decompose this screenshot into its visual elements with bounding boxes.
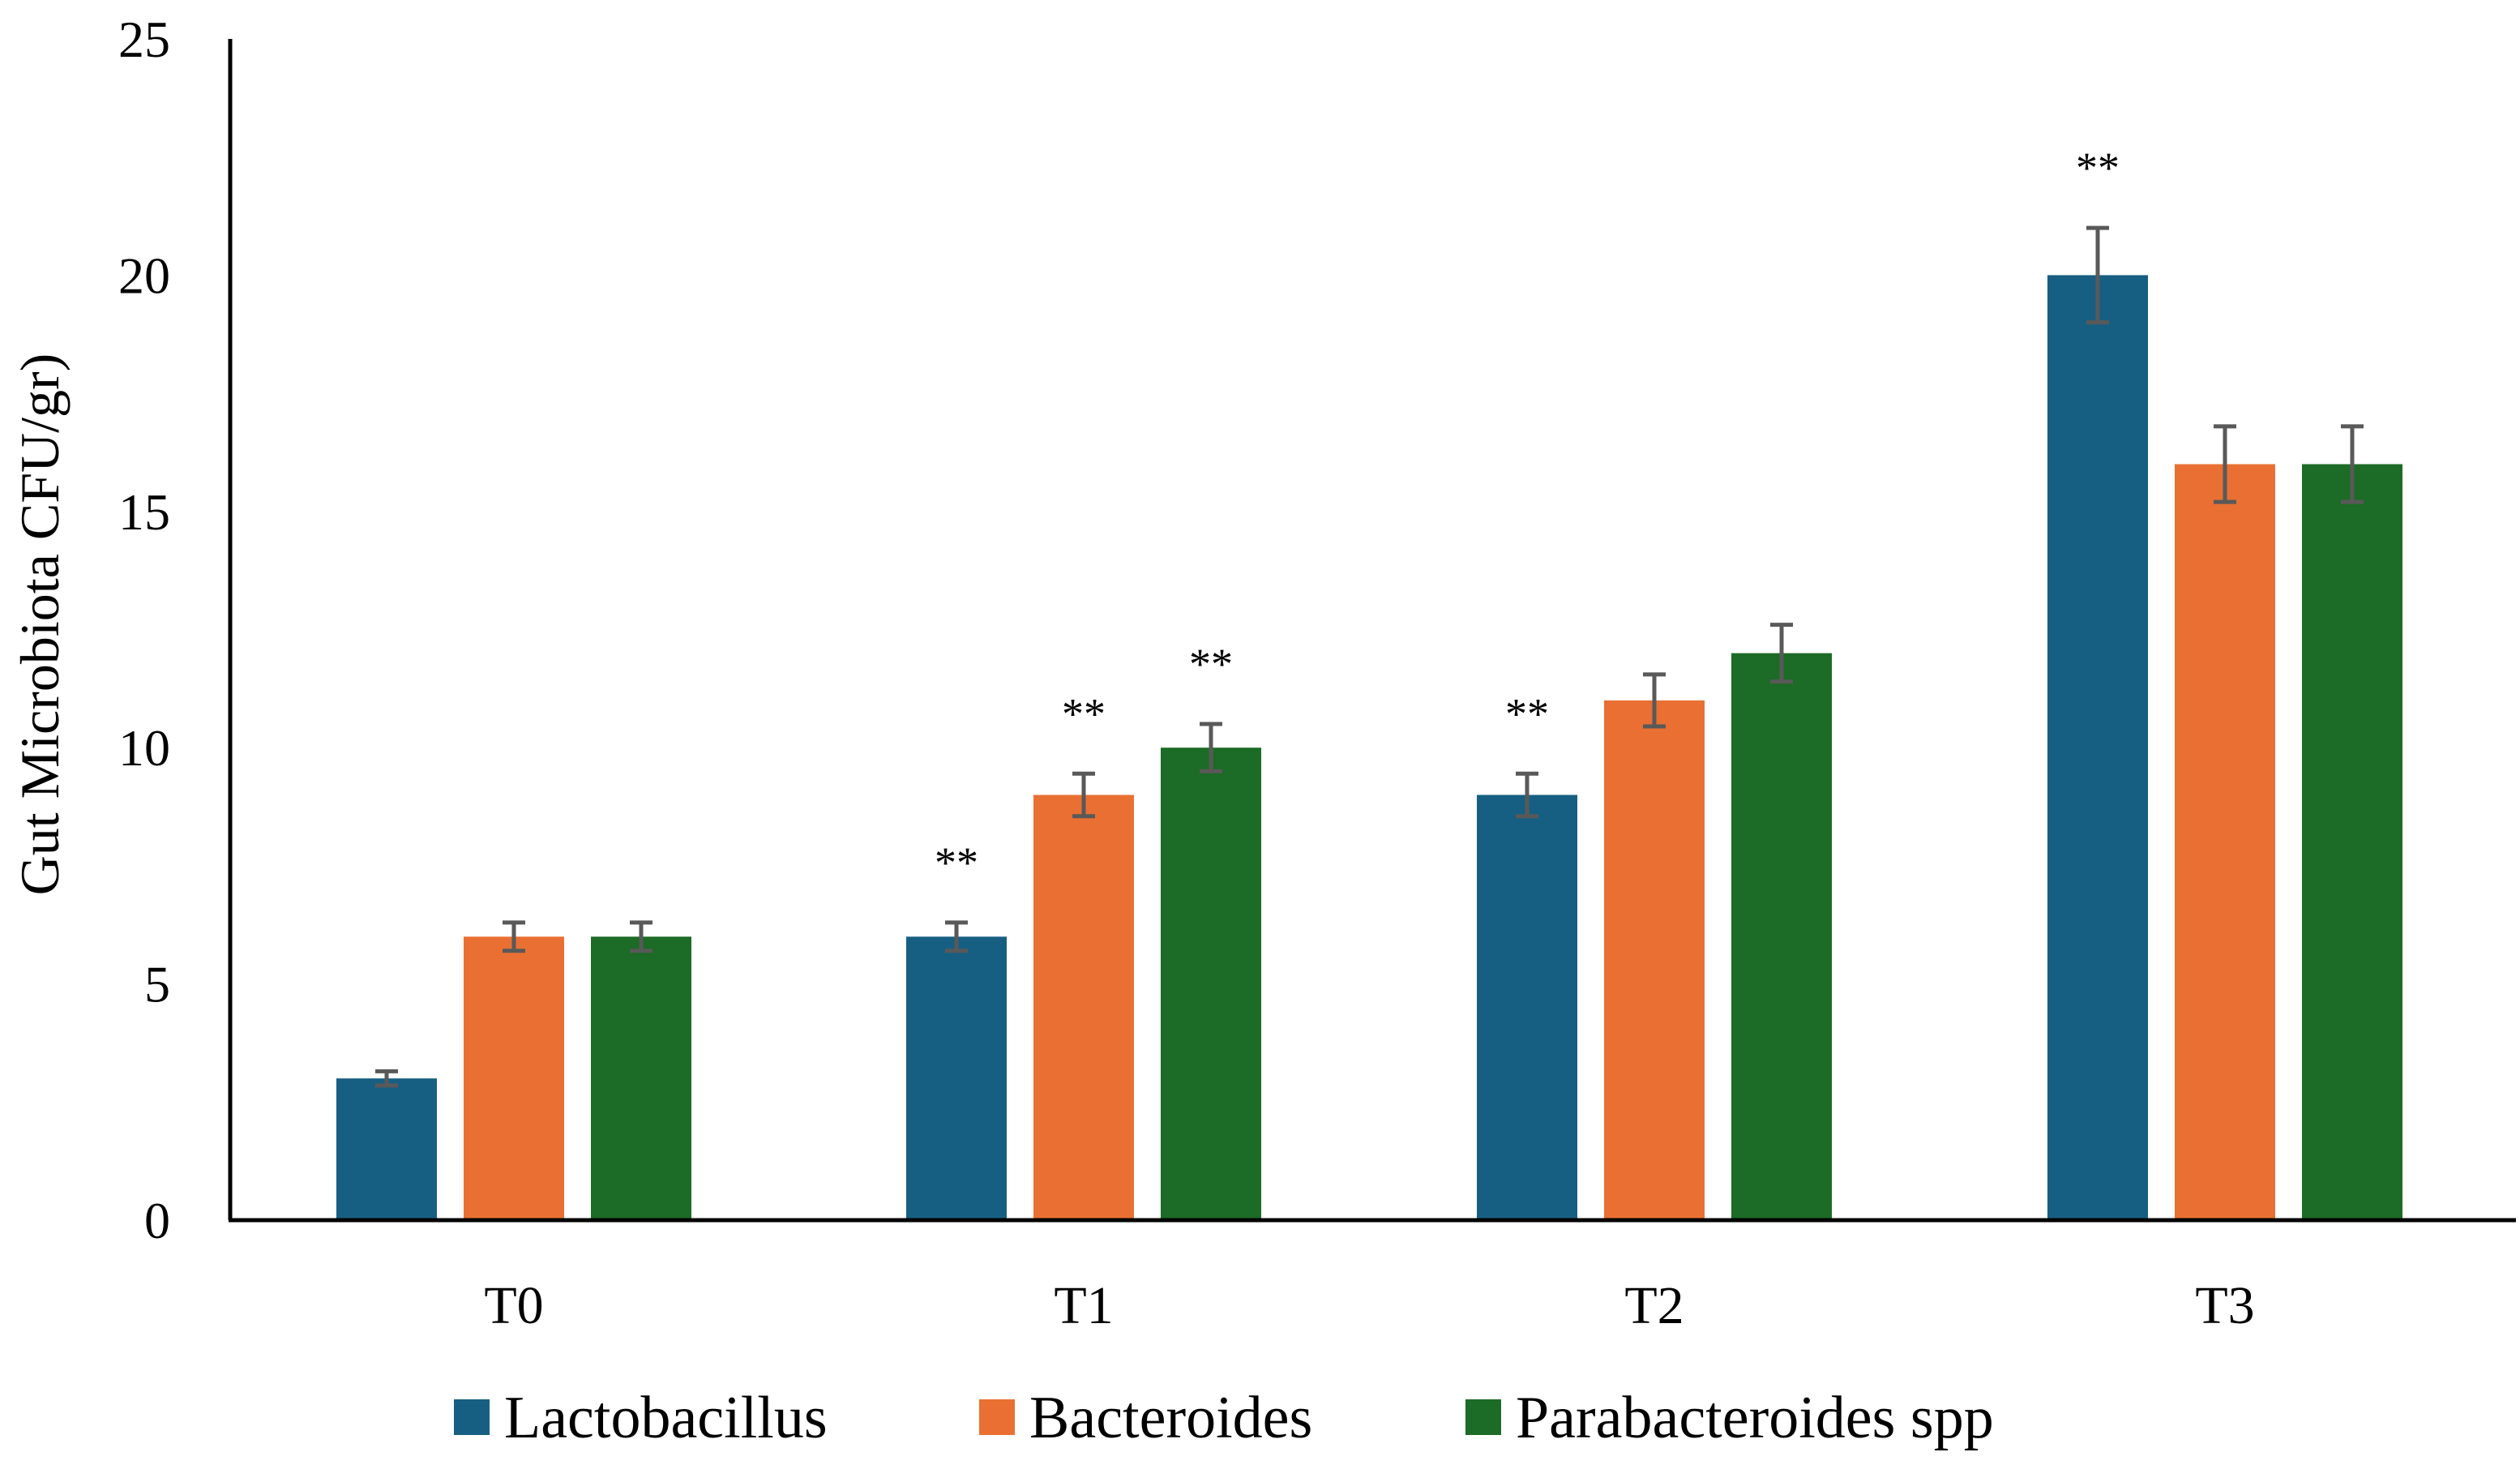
significance-markers: ** ** ** ** ** (935, 144, 2120, 887)
bars (336, 275, 2402, 1220)
error-bar (2086, 225, 2109, 325)
y-tick-label: 0 (144, 1192, 170, 1249)
error-bar (1200, 722, 1222, 773)
bar-bacteroides-t1 (1033, 795, 1134, 1220)
bar-parabacteroides-spp-t1 (1161, 747, 1261, 1220)
y-axis-label: Gut Microbiota CFU/gr) (9, 353, 71, 896)
legend-item: Lactobacillus (454, 1385, 828, 1451)
bar-parabacteroides-spp-t2 (1731, 653, 1832, 1220)
bar-bacteroides-t2 (1604, 700, 1705, 1220)
x-category-label: T2 (1624, 1276, 1684, 1335)
bar-lactobacillus-t3 (2047, 275, 2148, 1220)
legend-item: Parabacteroides spp (1465, 1385, 1994, 1451)
bar-bacteroides-t3 (2175, 464, 2275, 1220)
bar-lactobacillus-t1 (906, 936, 1007, 1220)
bar-lactobacillus-t2 (1477, 795, 1577, 1220)
error-bar (1770, 623, 1793, 684)
error-bar (1072, 771, 1095, 819)
bar-parabacteroides-spp-t3 (2302, 464, 2402, 1220)
legend-label: Bacteroides (1029, 1385, 1312, 1451)
legend-label: Lactobacillus (504, 1385, 828, 1451)
y-tick-label: 20 (118, 246, 170, 304)
legend-swatch (454, 1399, 490, 1435)
x-axis-categories: T0 T1 T2 T3 (484, 1276, 2254, 1335)
error-bar (630, 920, 652, 953)
significance-marker: ** (1062, 689, 1106, 738)
significance-marker: ** (1189, 640, 1233, 688)
error-bars (375, 225, 2364, 1088)
error-bar (2341, 424, 2364, 504)
y-tick-label: 25 (118, 11, 170, 68)
significance-marker: ** (935, 838, 978, 887)
bar-bacteroides-t0 (464, 936, 564, 1220)
x-category-label: T0 (484, 1276, 543, 1335)
significance-marker: ** (2076, 144, 2120, 192)
legend: Lactobacillus Bacteroides Parabacteroides … (454, 1385, 1994, 1451)
bar-lactobacillus-t0 (336, 1078, 437, 1220)
x-category-label: T1 (1054, 1276, 1113, 1335)
legend-item: Bacteroides (979, 1385, 1312, 1451)
legend-swatch (979, 1399, 1015, 1435)
y-tick-label: 15 (118, 483, 170, 541)
error-bar (2214, 424, 2236, 504)
error-bar (1643, 672, 1666, 729)
x-category-label: T3 (2195, 1276, 2254, 1335)
y-tick-label: 5 (144, 956, 170, 1013)
error-bar (375, 1069, 398, 1088)
error-bar (503, 920, 525, 953)
y-tick-label: 10 (118, 719, 170, 777)
error-bar (1516, 771, 1538, 819)
legend-swatch (1465, 1399, 1501, 1435)
y-axis-ticks: 0 5 10 15 20 25 (118, 11, 170, 1249)
legend-label: Parabacteroides spp (1516, 1385, 1994, 1451)
bar-parabacteroides-spp-t0 (591, 936, 691, 1220)
error-bar (945, 920, 968, 953)
significance-marker: ** (1505, 689, 1549, 738)
